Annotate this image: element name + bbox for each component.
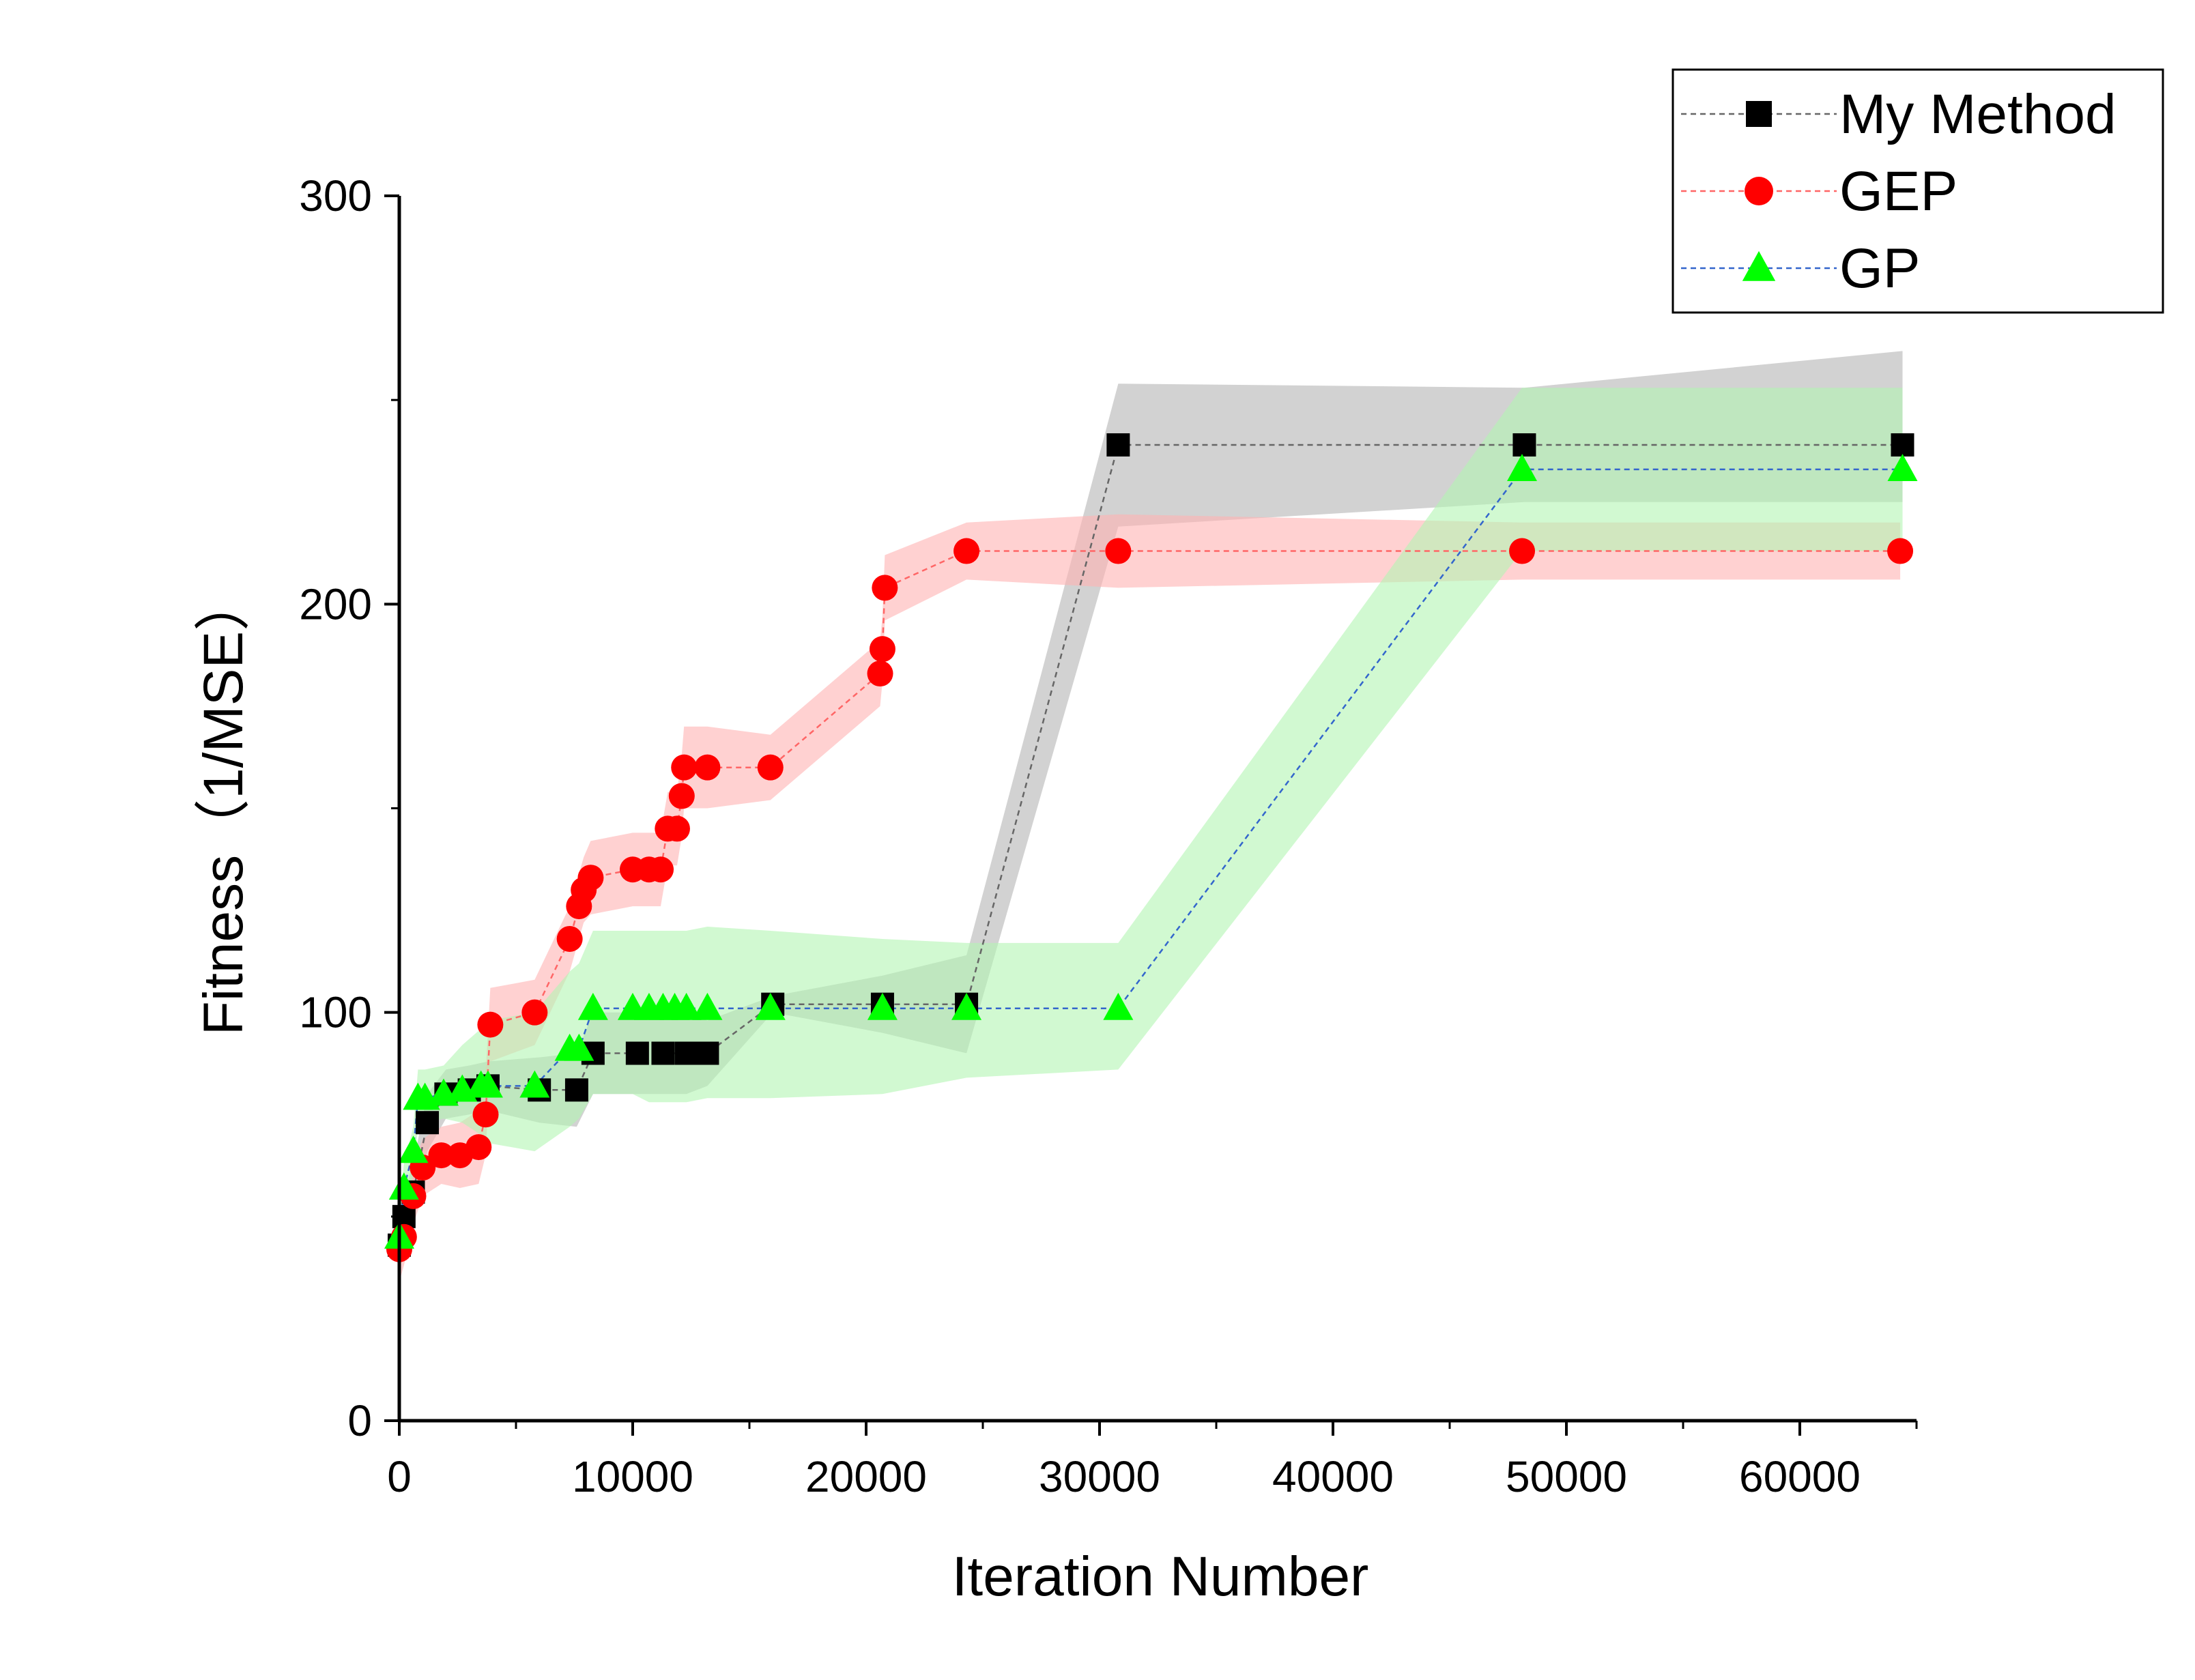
gp-point [692, 992, 723, 1020]
gp-point [472, 1070, 503, 1098]
gep-point [869, 636, 895, 663]
my-method-point [625, 1041, 649, 1065]
x-tick-label: 20000 [805, 1452, 927, 1501]
gp-point [867, 992, 898, 1020]
gep-legend-label: GEP [1839, 160, 1957, 222]
series-markers [384, 433, 1918, 1262]
gep-point [1887, 538, 1914, 564]
gep-point [465, 1134, 492, 1161]
x-tick-label: 0 [387, 1452, 412, 1501]
gep-point [556, 925, 583, 952]
gep-point [521, 999, 548, 1026]
y-tick-label: 200 [299, 579, 372, 628]
gep-point [671, 754, 698, 781]
gep-point [648, 856, 674, 883]
my-method-point [674, 1041, 698, 1065]
gep-point [477, 1011, 504, 1038]
gp-point [398, 1135, 429, 1163]
gep-point [694, 754, 721, 781]
my-method-point [1891, 433, 1914, 457]
x-tick-label: 60000 [1739, 1452, 1861, 1501]
x-axis-title: Iteration Number [952, 1546, 1369, 1608]
axes: 0 10000 20000 30000 40000 50000 60000 0 100 200 30… [299, 171, 1918, 1501]
gep-point [872, 575, 898, 601]
gp-point [1507, 454, 1538, 481]
x-tick-label: 30000 [1039, 1452, 1160, 1501]
y-axis-title: Fitness（1/MSE） [192, 575, 255, 1035]
gep-point [867, 661, 893, 687]
gp-point [388, 1172, 419, 1200]
y-tick-label: 100 [299, 988, 372, 1037]
gep-legend-marker [1745, 177, 1773, 205]
my-method-point [1106, 433, 1130, 457]
gep-point [663, 815, 690, 842]
my-method-point [651, 1041, 675, 1065]
my-method-point [1512, 433, 1536, 457]
confidence-bands [399, 351, 1903, 1282]
my-method-point [564, 1078, 588, 1102]
my-method-legend-label: My Method [1839, 83, 2117, 145]
legend: My Method GEP GP [1672, 68, 2164, 314]
gep-point [1509, 538, 1536, 564]
gp-point [1887, 454, 1918, 481]
my-method-point [416, 1111, 440, 1135]
gep-point [577, 865, 604, 891]
gp-point [951, 992, 982, 1020]
gp-point [755, 992, 786, 1020]
y-tick-label: 300 [299, 171, 372, 220]
gp-point [564, 1033, 594, 1061]
gep-point [472, 1101, 499, 1128]
gp-band [399, 388, 1903, 1258]
gp-legend-label: GP [1839, 237, 1920, 300]
my-method-point [695, 1041, 719, 1065]
gp-point [671, 992, 702, 1020]
gp-point [1103, 992, 1134, 1020]
gp-point [577, 992, 608, 1020]
gep-point [668, 783, 695, 809]
gep-point [428, 1142, 455, 1169]
gep-point [1105, 538, 1132, 564]
gep-point [953, 538, 980, 564]
my-method-legend-marker [1746, 101, 1772, 127]
gep-point [757, 754, 784, 781]
gp-legend-marker [1742, 250, 1776, 281]
gp-point [519, 1070, 550, 1098]
x-tick-label: 50000 [1506, 1452, 1627, 1501]
my-method-line [398, 444, 1903, 1245]
y-tick-label: 0 [347, 1396, 372, 1445]
x-tick-label: 40000 [1272, 1452, 1394, 1501]
x-tick-label: 10000 [572, 1452, 693, 1501]
